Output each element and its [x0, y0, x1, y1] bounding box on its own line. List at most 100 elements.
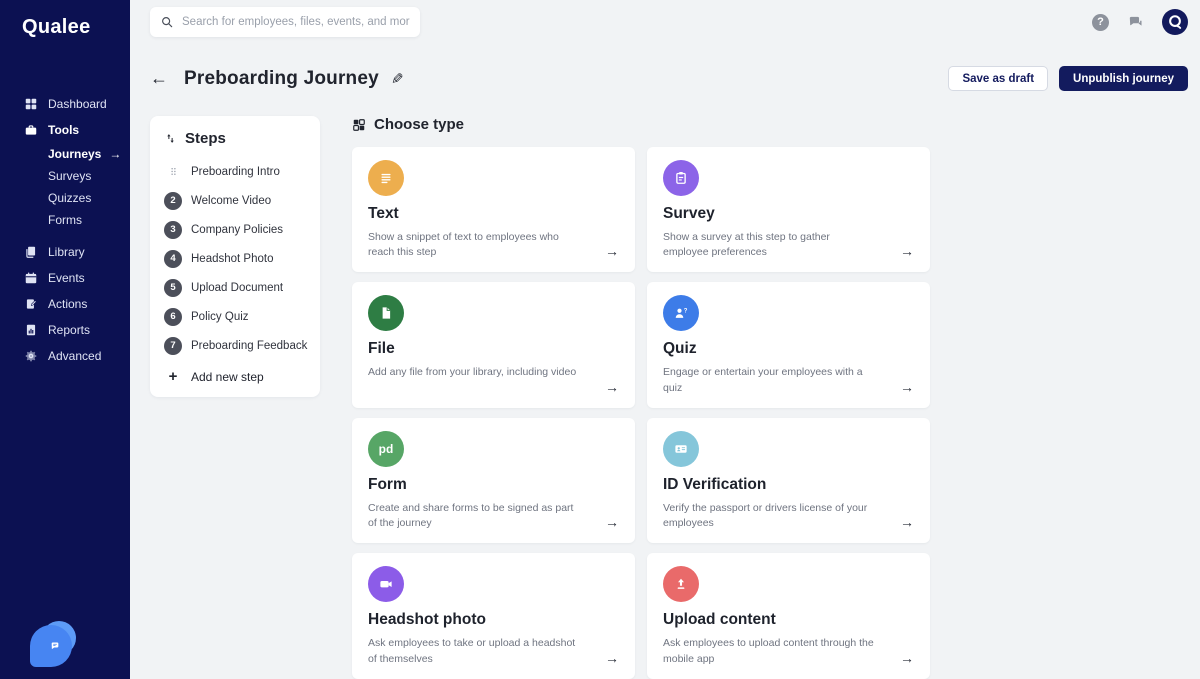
- choose-type-section: Choose type Text Show a snippet of text …: [352, 116, 930, 679]
- step-number-badge: 4: [164, 249, 182, 268]
- sidebar-item-events[interactable]: Events: [0, 265, 130, 291]
- step-row-headshot-photo[interactable]: 4 Headshot Photo: [164, 244, 306, 273]
- type-card-upload-content[interactable]: Upload content Ask employees to upload c…: [647, 553, 930, 679]
- sidebar-item-tools[interactable]: Tools: [0, 117, 130, 143]
- sidebar-item-label: Dashboard: [48, 97, 107, 111]
- arrow-right-icon[interactable]: →: [605, 514, 619, 531]
- person-question-icon: ?: [663, 295, 699, 332]
- search-box[interactable]: [150, 7, 420, 37]
- card-description: Add any file from your library, includin…: [368, 366, 577, 379]
- card-title: Form: [368, 475, 407, 493]
- step-number-badge: 7: [164, 336, 182, 355]
- reports-icon: [24, 323, 38, 337]
- arrow-right-icon[interactable]: →: [900, 243, 914, 260]
- arrow-right-icon[interactable]: →: [900, 649, 914, 666]
- sidebar: Qualee Dashboard Tools Journeys → Surveys…: [0, 0, 130, 679]
- sidebar-item-label: Reports: [48, 323, 91, 337]
- type-card-headshot-photo[interactable]: Headshot photo Ask employees to take or …: [352, 553, 635, 679]
- sidebar-item-reports[interactable]: Reports: [0, 317, 130, 343]
- unpublish-journey-button[interactable]: Unpublish journey: [1059, 66, 1188, 91]
- step-label: Upload Document: [191, 281, 284, 294]
- sidebar-item-dashboard[interactable]: Dashboard: [0, 91, 130, 117]
- sidebar-item-label: Library: [48, 245, 85, 259]
- card-description: Ask employees to take or upload a headsh…: [368, 637, 576, 665]
- calendar-icon: [24, 271, 38, 285]
- card-title: Headshot photo: [368, 611, 486, 629]
- sidebar-item-advanced[interactable]: Advanced: [0, 343, 130, 369]
- pandadoc-icon: pd: [368, 430, 404, 467]
- step-number-badge: 5: [164, 278, 182, 297]
- type-card-quiz[interactable]: ? Quiz Engage or entertain your employee…: [647, 282, 930, 408]
- top-right-icons: ?: [1092, 9, 1188, 35]
- arrow-right-icon[interactable]: →: [605, 243, 619, 260]
- step-row-preboarding-intro[interactable]: Preboarding Intro: [164, 157, 306, 186]
- sidebar-item-quizzes[interactable]: Quizzes: [48, 191, 92, 205]
- step-row-policy-quiz[interactable]: 6 Policy Quiz: [164, 302, 306, 331]
- avatar[interactable]: [1162, 9, 1188, 35]
- svg-text:?: ?: [684, 309, 688, 315]
- type-card-file[interactable]: File Add any file from your library, inc…: [352, 282, 635, 408]
- step-row-company-policies[interactable]: 3 Company Policies: [164, 215, 306, 244]
- category-grid-icon: [352, 118, 366, 132]
- plus-icon: +: [168, 368, 178, 385]
- arrow-right-icon[interactable]: →: [605, 649, 619, 666]
- arrow-right-icon[interactable]: →: [900, 514, 914, 531]
- type-card-survey[interactable]: Survey Show a survey at this step to gat…: [647, 147, 930, 273]
- card-title: Survey: [663, 205, 715, 222]
- sidebar-item-actions[interactable]: Actions: [0, 291, 130, 317]
- type-card-id-verification[interactable]: ID Verification Verify the passport or d…: [647, 417, 930, 544]
- card-description: Show a snippet of text to employees who …: [368, 231, 559, 259]
- steps-title: Steps: [185, 130, 226, 147]
- steps-header: Steps: [164, 130, 306, 147]
- library-icon: [24, 245, 38, 259]
- sidebar-nav: Dashboard Tools Journeys → Surveys Quizze…: [0, 91, 130, 369]
- sidebar-item-library[interactable]: Library: [0, 239, 130, 265]
- sidebar-item-forms[interactable]: Forms: [48, 213, 82, 227]
- type-cards-grid: Text Show a snippet of text to employees…: [352, 147, 930, 679]
- card-title: ID Verification: [663, 475, 767, 493]
- chat-bubble-icon: [30, 625, 72, 667]
- save-as-draft-button[interactable]: Save as draft: [948, 66, 1049, 91]
- dashboard-icon: [24, 97, 38, 111]
- choose-type-title: Choose type: [374, 116, 465, 133]
- step-row-welcome-video[interactable]: 2 Welcome Video: [164, 186, 306, 215]
- card-title: Quiz: [663, 340, 697, 358]
- type-card-text[interactable]: Text Show a snippet of text to employees…: [352, 147, 635, 273]
- clipboard-icon: [663, 160, 699, 196]
- sidebar-item-journeys[interactable]: Journeys →: [48, 147, 122, 161]
- back-arrow-icon[interactable]: ←: [150, 68, 168, 88]
- arrow-right-icon[interactable]: →: [900, 378, 914, 395]
- chat-icon[interactable]: [1127, 14, 1144, 31]
- title-row: ← Preboarding Journey ✎ Save as draft Un…: [150, 66, 1188, 91]
- step-label: Preboarding Intro: [191, 165, 280, 178]
- help-icon[interactable]: ?: [1092, 13, 1109, 31]
- sidebar-item-label: Advanced: [48, 349, 102, 363]
- sidebar-item-surveys[interactable]: Surveys: [48, 169, 92, 183]
- sidebar-item-label: Tools: [48, 123, 80, 137]
- step-label: Welcome Video: [191, 194, 272, 207]
- search-input[interactable]: [182, 16, 410, 28]
- edit-pencil-icon[interactable]: ✎: [390, 70, 404, 88]
- card-description: Show a survey at this step to gather emp…: [663, 231, 830, 259]
- add-new-step-button[interactable]: + Add new step: [164, 368, 306, 385]
- camera-icon: [368, 566, 404, 603]
- chat-fab-button[interactable]: [30, 621, 76, 667]
- step-number-badge: 3: [164, 220, 182, 239]
- card-description: Ask employees to upload content through …: [663, 637, 874, 665]
- drag-handle-icon[interactable]: [164, 166, 182, 177]
- briefcase-icon: [24, 123, 38, 137]
- card-title: Upload content: [663, 611, 776, 629]
- card-description: Create and share forms to be signed as p…: [368, 501, 574, 530]
- card-description: Engage or entertain your employees with …: [663, 366, 863, 394]
- arrow-right-icon[interactable]: →: [605, 378, 619, 395]
- step-row-upload-document[interactable]: 5 Upload Document: [164, 273, 306, 302]
- steps-panel: Steps Preboarding Intro 2 Welcome Video …: [150, 116, 320, 397]
- main-area: ? ← Preboarding Journey ✎ Save as draft …: [130, 0, 1200, 679]
- sort-arrows-icon: [164, 132, 177, 145]
- type-card-form[interactable]: pd Form Create and share forms to be sig…: [352, 417, 635, 544]
- step-row-preboarding-feedback[interactable]: 7 Preboarding Feedback: [164, 331, 308, 360]
- card-title: File: [368, 340, 395, 358]
- text-lines-icon: [368, 160, 404, 196]
- step-number-badge: 6: [164, 307, 182, 326]
- step-label: Preboarding Feedback: [191, 339, 308, 352]
